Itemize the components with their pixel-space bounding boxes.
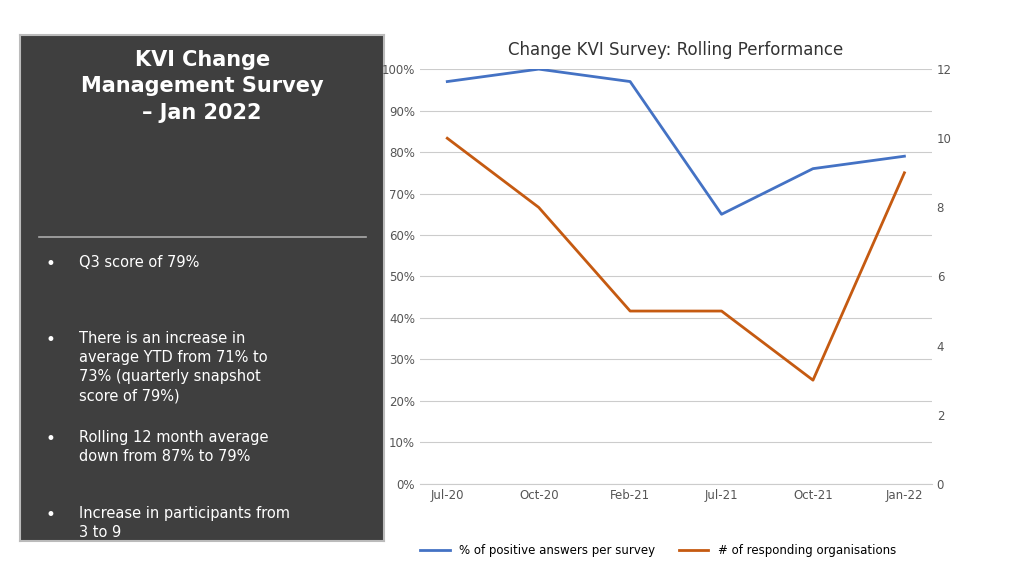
- Text: •: •: [46, 430, 55, 448]
- Text: Rolling 12 month average
down from 87% to 79%: Rolling 12 month average down from 87% t…: [79, 430, 268, 464]
- Text: •: •: [46, 506, 55, 524]
- Text: There is an increase in
average YTD from 71% to
73% (quarterly snapshot
score of: There is an increase in average YTD from…: [79, 331, 267, 404]
- Text: •: •: [46, 331, 55, 349]
- Text: •: •: [46, 255, 55, 273]
- Text: KVI Change
Management Survey
– Jan 2022: KVI Change Management Survey – Jan 2022: [81, 50, 324, 123]
- Text: Q3 score of 79%: Q3 score of 79%: [79, 255, 199, 270]
- Legend: % of positive answers per survey, # of responding organisations: % of positive answers per survey, # of r…: [416, 540, 901, 562]
- Title: Change KVI Survey: Rolling Performance: Change KVI Survey: Rolling Performance: [508, 41, 844, 59]
- Text: Increase in participants from
3 to 9: Increase in participants from 3 to 9: [79, 506, 290, 540]
